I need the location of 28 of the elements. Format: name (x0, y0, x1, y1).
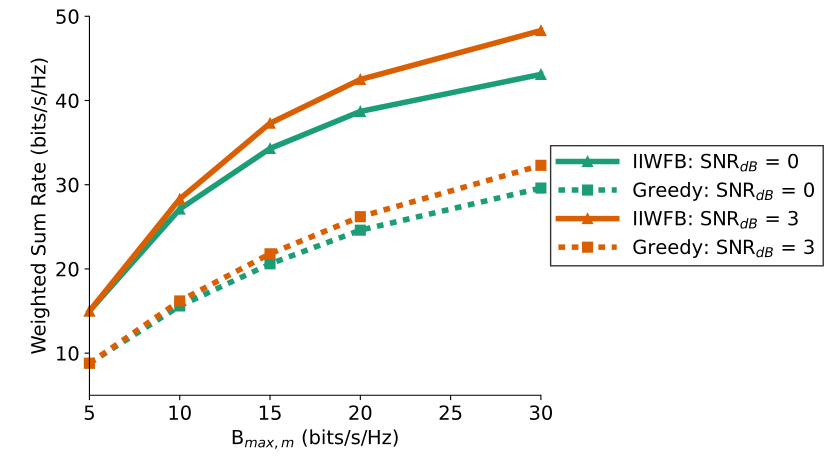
x-tick-label: 15 (260, 406, 281, 420)
x-tick-label: 25 (440, 405, 462, 420)
y-tick-label: 10 (57, 346, 78, 361)
point (354, 74, 366, 85)
legend-label: Greedy: SNR$_{dB}$ = 0 (633, 182, 814, 201)
legend-label: Greedy: SNR$_{dB}$ = 3 (633, 239, 814, 258)
x-tick-label: 30 (530, 405, 552, 420)
point (535, 182, 546, 194)
point (354, 106, 366, 117)
x-axis-title: B$_{max,m}$ (bits/s/Hz) (232, 429, 398, 449)
y-tick-label: 20 (56, 262, 78, 277)
point (264, 248, 276, 260)
y-tick-label: 30 (56, 178, 78, 192)
point (174, 295, 186, 306)
x-tick-label: 5 (84, 406, 94, 420)
y-tick-label: 50 (56, 9, 78, 24)
legend-label: IIWFB: SNR$_{dB}$ = 3 (634, 210, 798, 229)
point (354, 224, 366, 236)
x-tick-label: 10 (170, 405, 191, 420)
x-tick-label: 20 (349, 405, 372, 420)
point (535, 68, 546, 80)
point (535, 25, 546, 36)
y-axis-title: Weighted Sum Rate (bits/s/Hz) (30, 58, 50, 354)
legend-label: IIWFB: SNR$_{dB}$ = 0 (634, 154, 798, 172)
y-tick-label: 40 (56, 93, 78, 108)
point (264, 258, 276, 270)
point (354, 211, 366, 222)
point (535, 160, 546, 171)
